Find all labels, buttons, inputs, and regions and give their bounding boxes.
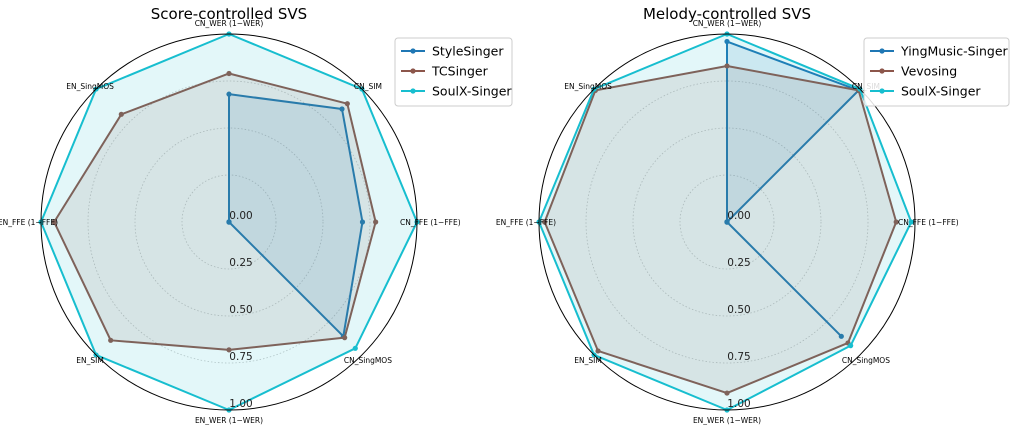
series-area-stylesinger [228,93,364,338]
data-point [724,219,730,225]
data-point [838,333,844,339]
radial-tick-label: 0.50 [727,304,750,316]
radar-chart-2: Melody-controlled SVS 0.00 0.25 0.50 0.75 1.0… [496,5,1010,425]
legend-marker [410,88,416,94]
legend-entry: YingMusic-Singer [900,44,1009,59]
radial-tick-label: 0.75 [229,351,252,363]
axis-label: CN_SingMOS [842,356,890,365]
legend-marker [879,68,885,74]
legend-marker [879,88,885,94]
axis-label: EN_WER (1−WER) [693,416,761,425]
axis-label: EN_FFE (1−FFE) [0,218,58,227]
data-point [339,106,345,112]
axis-label: CN_FFE (1−FFE) [898,218,959,227]
axis-label: EN_WER (1−WER) [195,416,263,425]
data-point [226,91,232,97]
axis-label: CN_WER (1−WER) [195,19,264,28]
axis-label: CN_WER (1−WER) [693,19,762,28]
radial-tick-label: 0.25 [229,257,252,269]
data-point [848,343,854,349]
grid-circle [87,80,371,364]
legend-entry: SoulX-Singer [432,84,512,99]
data-point [724,390,730,396]
radial-tick-label: 0.25 [727,257,750,269]
radar-chart-1: Score-controlled SVS 0.00 0.25 0.50 0.75 1.00… [0,5,513,425]
chart-title: Score-controlled SVS [151,5,307,23]
data-point [893,219,899,225]
radial-tick-label: 0.00 [229,210,252,222]
legend: StyleSinger TCSinger SoulX-Singer [394,37,513,107]
data-point [118,111,124,117]
grid-circle [585,80,869,364]
axis-label: EN_FFE (1−FFE) [496,218,556,227]
legend-entry: StyleSinger [432,44,504,59]
axis-label: CN_SIM [354,82,382,91]
data-point [908,219,914,225]
data-point [373,219,379,225]
radial-tick-label: 0.50 [229,304,252,316]
data-point [724,63,730,69]
axis-label: CN_SingMOS [344,356,392,365]
legend-marker [410,48,416,54]
data-point [226,70,232,77]
radial-tick-label: 0.75 [727,351,750,363]
radial-tick-label: 0.00 [727,210,750,222]
legend-box [394,37,513,107]
axis-label: CN_FFE (1−FFE) [400,218,461,227]
data-point [51,219,57,225]
outer-circle [538,33,916,411]
legend-box [863,37,1010,107]
radial-tick-label: 1.00 [229,398,252,410]
legend-marker [879,48,885,54]
data-point [724,38,730,45]
data-point [344,101,350,107]
radial-tick-label: 1.00 [727,398,750,410]
axis-label: EN_SIM [76,356,104,365]
data-point [352,345,358,351]
axis-label: EN_SIM [574,356,602,365]
axis-label: EN_SingMOS [564,82,612,91]
data-point [359,219,366,225]
data-point [226,219,232,225]
legend-marker [410,68,416,74]
axis-label: EN_SingMOS [66,82,114,91]
legend-entry: Vevosing [901,64,957,79]
data-point [342,335,348,341]
data-point [595,348,601,354]
series-area-yingmusic-singer [726,40,860,338]
legend: YingMusic-Singer Vevosing SoulX-Singer [863,37,1010,107]
outer-circle [40,33,418,411]
chart-title: Melody-controlled SVS [643,5,811,23]
legend-entry: TCSinger [431,64,489,79]
data-point [542,219,548,225]
data-point [226,347,232,353]
data-point [108,337,114,343]
legend-entry: SoulX-Singer [901,84,981,99]
